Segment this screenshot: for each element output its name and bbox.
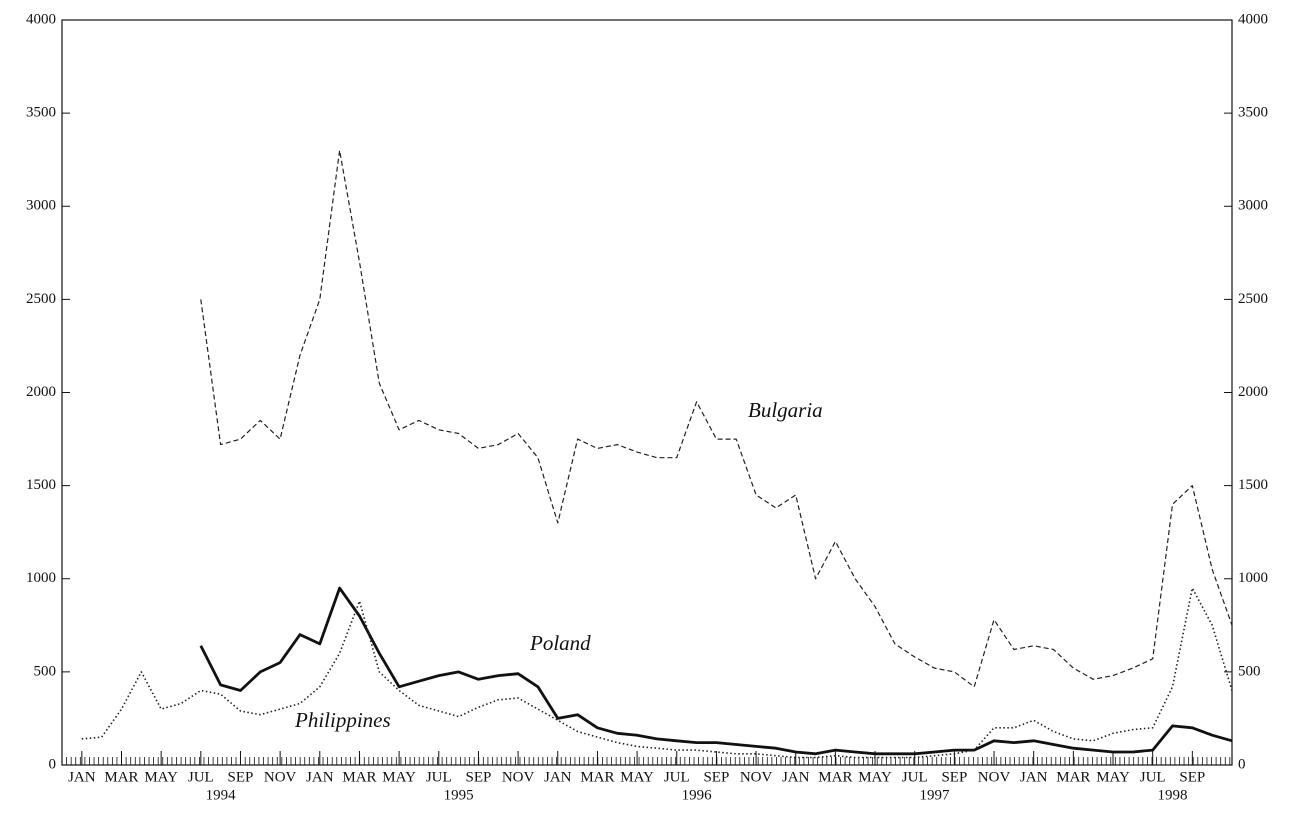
x-tick-label: MAR (1056, 769, 1090, 785)
x-tick-label: JAN (68, 769, 96, 785)
y2-tick-label: 1500 (1238, 477, 1268, 493)
year-label: 1995 (444, 787, 474, 803)
y2-tick-label: 0 (1238, 756, 1246, 772)
y-tick-label: 4000 (26, 11, 56, 27)
x-tick-label: MAY (1096, 769, 1130, 785)
x-tick-label: NOV (740, 769, 773, 785)
x-tick-label: JAN (306, 769, 334, 785)
y2-tick-label: 3500 (1238, 105, 1268, 121)
x-tick-label: JAN (544, 769, 572, 785)
x-tick-label: JAN (782, 769, 810, 785)
x-tick-label: MAR (342, 769, 376, 785)
series-label: Philippines (294, 708, 391, 732)
y2-tick-label: 500 (1238, 663, 1261, 679)
year-label: 1996 (682, 787, 713, 803)
x-tick-label: JUL (664, 769, 690, 785)
x-tick-label: JAN (1020, 769, 1048, 785)
y2-tick-label: 2000 (1238, 384, 1268, 400)
x-tick-label: JUL (1140, 769, 1166, 785)
x-tick-label: MAR (580, 769, 614, 785)
x-tick-label: MAY (144, 769, 178, 785)
x-tick-label: JUL (188, 769, 214, 785)
x-tick-label: MAY (858, 769, 892, 785)
y-tick-label: 2000 (26, 384, 56, 400)
x-tick-label: MAR (104, 769, 138, 785)
y-tick-label: 1500 (26, 477, 56, 493)
series-line (199, 586, 1233, 756)
series-label: Poland (529, 631, 591, 655)
y-tick-label: 0 (49, 756, 57, 772)
x-tick-label: JUL (426, 769, 452, 785)
x-tick-label: NOV (978, 769, 1011, 785)
series-line (200, 149, 1233, 688)
plot-frame (61, 19, 1233, 766)
year-label: 1998 (1158, 787, 1188, 803)
x-tick-label: MAY (620, 769, 654, 785)
y-tick-label: 1000 (26, 570, 56, 586)
x-tick-label: JUL (902, 769, 928, 785)
x-tick-label: NOV (264, 769, 297, 785)
series-line (81, 587, 1233, 759)
y2-tick-label: 3000 (1238, 198, 1268, 214)
x-tick-label: MAY (382, 769, 416, 785)
y-tick-label: 3500 (26, 105, 56, 121)
year-label: 1997 (920, 787, 951, 803)
y-tick-label: 3000 (26, 198, 56, 214)
series-label: Bulgaria (748, 398, 823, 422)
y2-tick-label: 1000 (1238, 570, 1268, 586)
x-tick-label: SEP (466, 769, 492, 785)
y2-tick-label: 2500 (1238, 291, 1268, 307)
x-tick-label: SEP (1179, 769, 1205, 785)
y-tick-label: 2500 (26, 291, 56, 307)
x-tick-label: SEP (228, 769, 254, 785)
year-label: 1994 (206, 787, 237, 803)
x-tick-label: SEP (941, 769, 967, 785)
x-tick-label: NOV (502, 769, 535, 785)
y-tick-label: 500 (34, 663, 57, 679)
x-tick-label: MAR (818, 769, 852, 785)
y2-tick-label: 4000 (1238, 11, 1268, 27)
x-tick-label: SEP (703, 769, 729, 785)
